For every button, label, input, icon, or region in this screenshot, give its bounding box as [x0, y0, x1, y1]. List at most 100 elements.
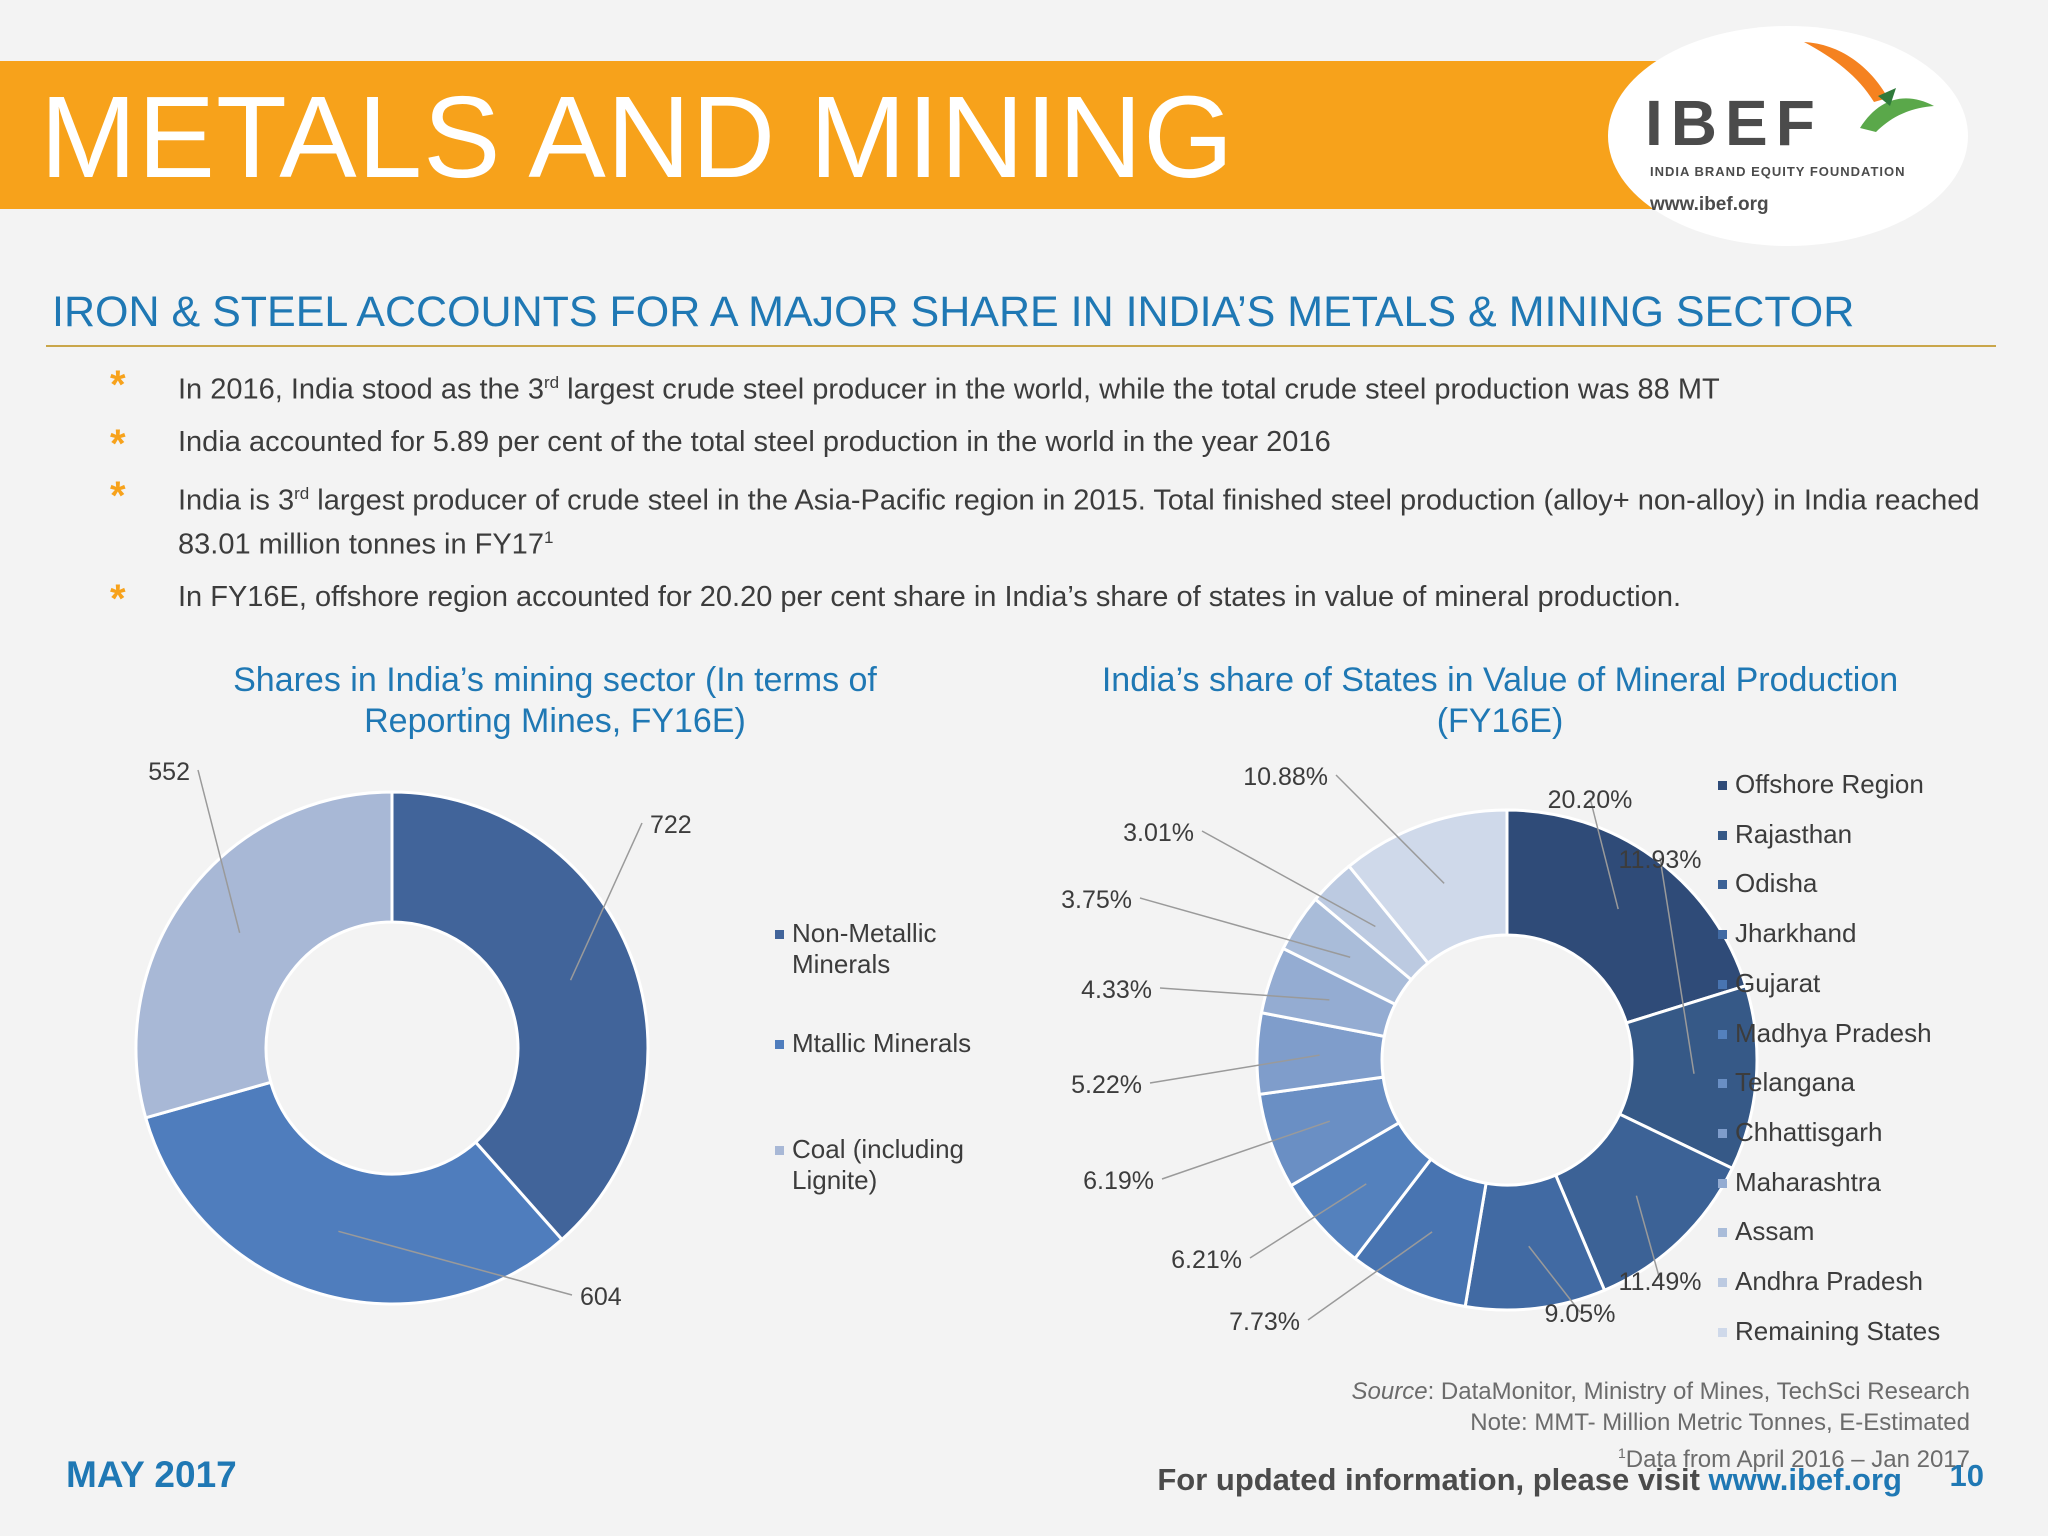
asterisk-icon: *: [110, 421, 126, 466]
chart2-data-label-2: 11.49%: [1619, 1268, 1702, 1296]
chart2-data-label-5: 6.21%: [1171, 1246, 1242, 1274]
legend-label: Odisha: [1735, 868, 1818, 899]
legend-label: Andhra Pradesh: [1735, 1266, 1923, 1296]
chart2-data-label-7: 5.22%: [1071, 1071, 1142, 1099]
chart2-leader-7: [1149, 1054, 1320, 1084]
chart2-data-label-1: 11.93%: [1619, 846, 1702, 874]
bullet-text: In FY16E, offshore region accounted for …: [178, 580, 1682, 613]
bullet-item: * In FY16E, offshore region accounted fo…: [110, 576, 1990, 621]
chart2-leader-11: [1335, 774, 1445, 884]
bullet-text: India is 3: [178, 484, 295, 517]
chart1-data-label-1: 604: [580, 1283, 622, 1311]
chart2-title: India’s share of States in Value of Mine…: [1101, 661, 1899, 740]
chart1-data-label-2: 552: [148, 758, 190, 786]
bullet-text: largest crude steel producer in the worl…: [559, 373, 1720, 406]
footnote-line: 1Data from April 2016 – Jan 2017: [1352, 1438, 1970, 1475]
chart2-leader-6: [1161, 1120, 1330, 1180]
page-title: METALS AND MINING: [40, 72, 1235, 202]
footer-date: MAY 2017: [66, 1454, 237, 1495]
chart2-leader-0: [1589, 797, 1619, 910]
bullet-item: * In 2016, India stood as the 3rd larges…: [110, 364, 1990, 409]
source-notes: Source: DataMonitor, Ministry of Mines, …: [1352, 1376, 1970, 1475]
asterisk-icon: *: [110, 363, 126, 407]
bullet-footnote-mark: 1: [543, 528, 554, 548]
legend-swatch: [1718, 1278, 1727, 1287]
legend-label: Maharashtra: [1735, 1166, 1881, 1197]
bullet-superscript: rd: [544, 373, 560, 392]
legend-swatch: [1718, 1228, 1727, 1238]
legend-swatch: [1718, 1128, 1727, 1138]
chart1-slice-1[interactable]: [143, 1080, 565, 1306]
chart2-slice-11[interactable]: [1346, 808, 1509, 966]
legend-label: Non-Metallic Minerals: [792, 918, 937, 979]
bullet-text: In 2016, India stood as the 3: [178, 373, 544, 406]
source-label: Source: [1351, 1378, 1428, 1405]
legend-label: Coal (including Lignite): [792, 1134, 964, 1195]
visit-link[interactable]: www.ibef.org: [1708, 1462, 1902, 1497]
legend-swatch: [1718, 979, 1727, 989]
legend-swatch: [1718, 930, 1727, 940]
legend-swatch: [775, 1040, 784, 1049]
legend-label: Rajasthan: [1735, 818, 1853, 849]
legend-swatch: [1718, 830, 1727, 840]
legend-label: Offshore Region: [1735, 769, 1924, 799]
legend-swatch: [775, 1146, 784, 1155]
footer-visit: For updated information, please visit ww…: [1157, 1462, 1902, 1498]
bullet-list: * In 2016, India stood as the 3rd larges…: [110, 364, 1990, 630]
legend-label: Telangana: [1735, 1067, 1855, 1098]
bullet-item: * India is 3rd largest producer of crude…: [110, 475, 1990, 564]
bullet-superscript: rd: [294, 483, 310, 503]
ibef-logo[interactable]: [1608, 26, 1968, 246]
chart1-data-label-0: 722: [650, 811, 692, 839]
legend-swatch: [1718, 1327, 1727, 1337]
legend-label: Remaining States: [1735, 1315, 1941, 1346]
chart1-leader-1: [338, 1230, 573, 1296]
legend-label: Jharkhand: [1735, 918, 1857, 949]
chart1-slice-0[interactable]: [390, 790, 650, 1242]
chart2-data-label-4: 7.73%: [1229, 1308, 1300, 1336]
legend-label: Assam: [1735, 1216, 1815, 1247]
chart2-data-label-8: 4.33%: [1081, 976, 1152, 1004]
section-heading: IRON & STEEL ACCOUNTS FOR A MAJOR SHARE …: [52, 288, 1855, 336]
chart2-leader-9: [1139, 897, 1351, 958]
asterisk-icon: *: [110, 576, 126, 621]
chart2-slice-0[interactable]: [1505, 808, 1748, 1025]
bullet-text: largest producer of crude steel in the A…: [178, 484, 1980, 561]
chart2-leader-5: [1249, 1183, 1367, 1259]
legend-swatch: [1718, 1079, 1727, 1089]
chart2-leader-2: [1635, 1195, 1661, 1281]
chart2-leader-1: [1659, 857, 1695, 1074]
source-line: Source: DataMonitor, Ministry of Mines, …: [1352, 1376, 1970, 1407]
legend-swatch: [775, 930, 784, 939]
chart2-data-label-0: 20.20%: [1548, 786, 1633, 814]
chart2-data-label-9: 3.75%: [1061, 886, 1132, 914]
legend-swatch: [1718, 880, 1727, 890]
bullet-item: * India accounted for 5.89 per cent of t…: [110, 421, 1990, 466]
logo-url[interactable]: www.ibef.org: [1650, 194, 1769, 215]
chart2-leader-10: [1201, 830, 1376, 928]
chart1-slice-2[interactable]: [134, 790, 394, 1120]
chart1-title: Shares in India’s mining sector (In term…: [233, 661, 877, 740]
header-banner: [0, 61, 1657, 209]
chart2-leader-3: [1528, 1245, 1581, 1313]
bullet-text: India accounted for 5.89 per cent of the…: [178, 425, 1331, 458]
heading-divider: [46, 345, 1996, 347]
chart2-leader-4: [1307, 1231, 1433, 1321]
chart2-data-label-10: 3.01%: [1123, 819, 1194, 847]
footnote-mark: 1: [1617, 1445, 1626, 1461]
legend-label: Mtallic Minerals: [792, 1028, 972, 1058]
legend-label: Madhya Pradesh: [1735, 1017, 1932, 1048]
visit-text: For updated information, please visit: [1157, 1462, 1709, 1497]
legend-label: Gujarat: [1735, 967, 1821, 998]
chart2-leader-8: [1159, 987, 1330, 1001]
legend-label: Chhattisgarh: [1735, 1116, 1883, 1147]
legend-swatch: [1718, 1029, 1727, 1039]
chart2-data-label-3: 9.05%: [1545, 1300, 1616, 1328]
chart2-data-label-6: 6.19%: [1083, 1167, 1154, 1195]
legend-swatch: [1718, 781, 1727, 790]
legend-swatch: [1718, 1178, 1727, 1188]
logo-tagline: INDIA BRAND EQUITY FOUNDATION: [1650, 164, 1906, 179]
logo-wordmark: IBEF: [1645, 87, 1823, 159]
note-line: Note: MMT- Million Metric Tonnes, E-Esti…: [1470, 1409, 1970, 1436]
